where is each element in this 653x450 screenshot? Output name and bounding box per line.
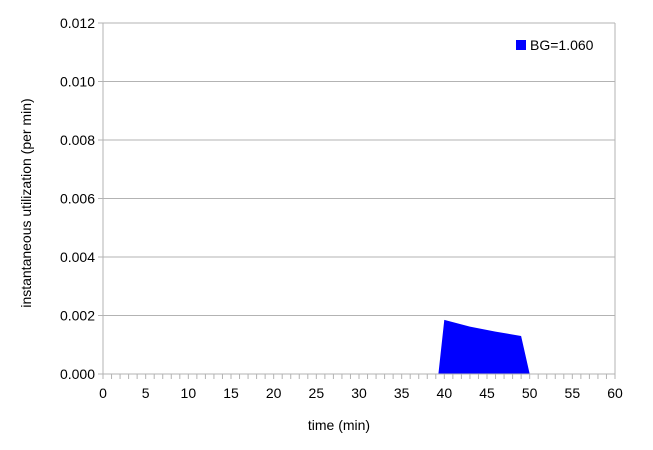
- x-tick-label: 45: [479, 385, 495, 401]
- legend-label: BG=1.060: [530, 37, 594, 53]
- y-tick-label: 0.006: [60, 191, 95, 207]
- y-tick-label: 0.012: [60, 15, 95, 31]
- y-axis-title: instantaneous utilization (per min): [18, 98, 34, 307]
- x-tick-label: 60: [607, 385, 623, 401]
- x-tick-label: 30: [351, 385, 367, 401]
- series-area-layer: [438, 319, 530, 374]
- x-tick-label: 55: [565, 385, 581, 401]
- y-tick-labels: 0.000 0.002 0.004 0.006 0.008 0.010 0.012: [60, 15, 95, 382]
- series-area: [438, 319, 530, 374]
- gridlines: [103, 22, 615, 316]
- x-tick-label: 0: [99, 385, 107, 401]
- x-tick-labels: 0 5 10 15 20 25 30 35 40 45 50 55 60: [99, 385, 623, 401]
- legend: BG=1.060: [516, 37, 594, 53]
- x-tick-label: 35: [394, 385, 410, 401]
- y-tick-label: 0.004: [60, 249, 95, 265]
- x-tick-label: 15: [223, 385, 239, 401]
- y-tick-label: 0.008: [60, 132, 95, 148]
- legend-swatch: [516, 40, 526, 50]
- x-tick-label: 25: [309, 385, 325, 401]
- x-tick-label: 50: [522, 385, 538, 401]
- y-tick-label: 0.002: [60, 308, 95, 324]
- x-tick-label: 20: [266, 385, 282, 401]
- x-tick-label: 5: [142, 385, 150, 401]
- y-tick-label: 0.010: [60, 74, 95, 90]
- x-axis-title: time (min): [308, 417, 370, 433]
- x-tick-label: 40: [437, 385, 453, 401]
- y-tick-label: 0.000: [60, 366, 95, 382]
- x-tick-label: 10: [181, 385, 197, 401]
- axes: [98, 22, 616, 379]
